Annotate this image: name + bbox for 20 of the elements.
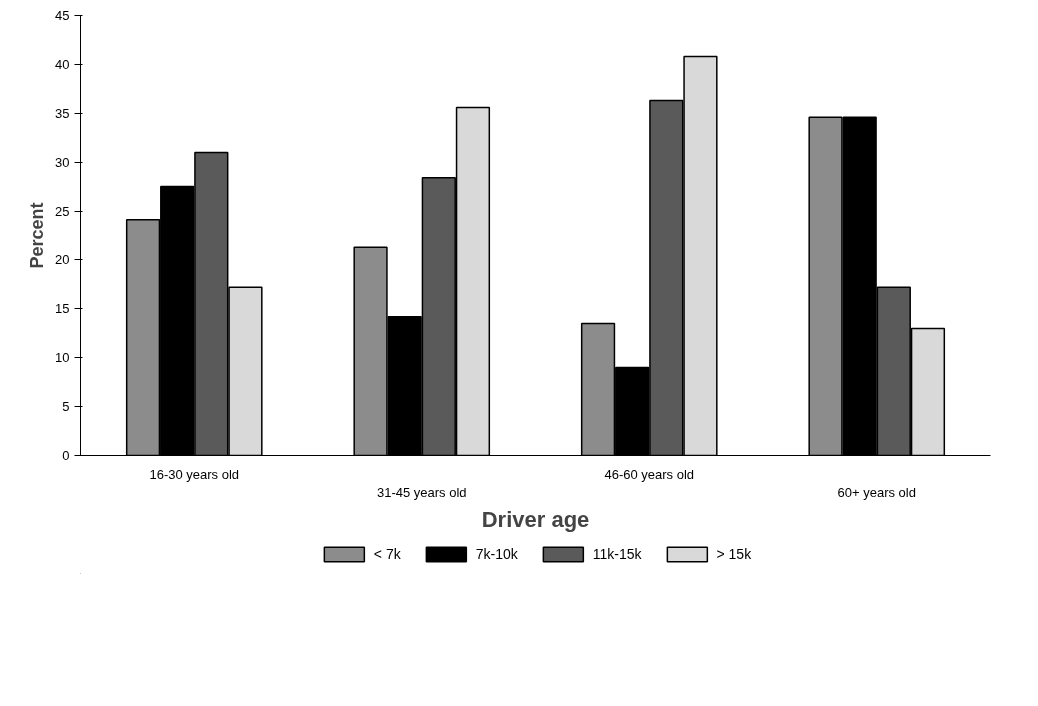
y-tick-label: 40 xyxy=(55,56,70,72)
y-tick-label: 45 xyxy=(55,8,70,23)
x-tick-label: 16-30 years old xyxy=(149,466,240,482)
x-axis-title: Driver age xyxy=(481,506,590,532)
x-tick-label: 60+ years old xyxy=(837,484,916,500)
y-tick-label: 0 xyxy=(62,448,70,463)
y-tick-label: 15 xyxy=(55,301,70,317)
y-tick-label: 20 xyxy=(55,252,70,268)
y-tick-label: 30 xyxy=(55,154,70,170)
y-tick-label: 10 xyxy=(55,350,70,366)
y-tick-label: 25 xyxy=(55,203,70,219)
y-tick-label: 5 xyxy=(62,399,70,415)
y-axis-title: Percent xyxy=(27,202,48,269)
legend-label: > 15k xyxy=(716,546,752,562)
legend-label: 7k-10k xyxy=(475,546,518,562)
y-tick-label: 35 xyxy=(55,105,70,121)
legend-label: 11k-15k xyxy=(592,546,642,562)
x-tick-label: 31-45 years old xyxy=(376,484,467,500)
x-tick-label: 46-60 years old xyxy=(604,466,695,482)
legend-label: < 7k xyxy=(373,546,401,562)
